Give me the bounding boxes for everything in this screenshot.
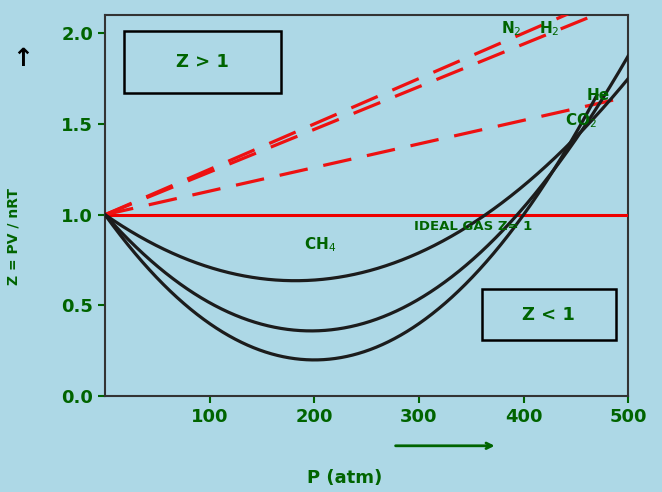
Text: H$_2$: H$_2$ (540, 19, 560, 38)
Text: Z > 1: Z > 1 (176, 53, 229, 71)
Text: IDEAL GAS Z= 1: IDEAL GAS Z= 1 (414, 220, 532, 233)
Text: He: He (587, 89, 610, 103)
Text: P (atm): P (atm) (307, 469, 382, 487)
Text: CO$_2$: CO$_2$ (565, 112, 597, 130)
Text: Z < 1: Z < 1 (522, 306, 575, 324)
Text: N$_2$: N$_2$ (500, 19, 521, 38)
Text: CH$_4$: CH$_4$ (304, 235, 336, 254)
Text: ↑: ↑ (13, 47, 34, 71)
Text: Z = PV / nRT: Z = PV / nRT (7, 187, 21, 285)
